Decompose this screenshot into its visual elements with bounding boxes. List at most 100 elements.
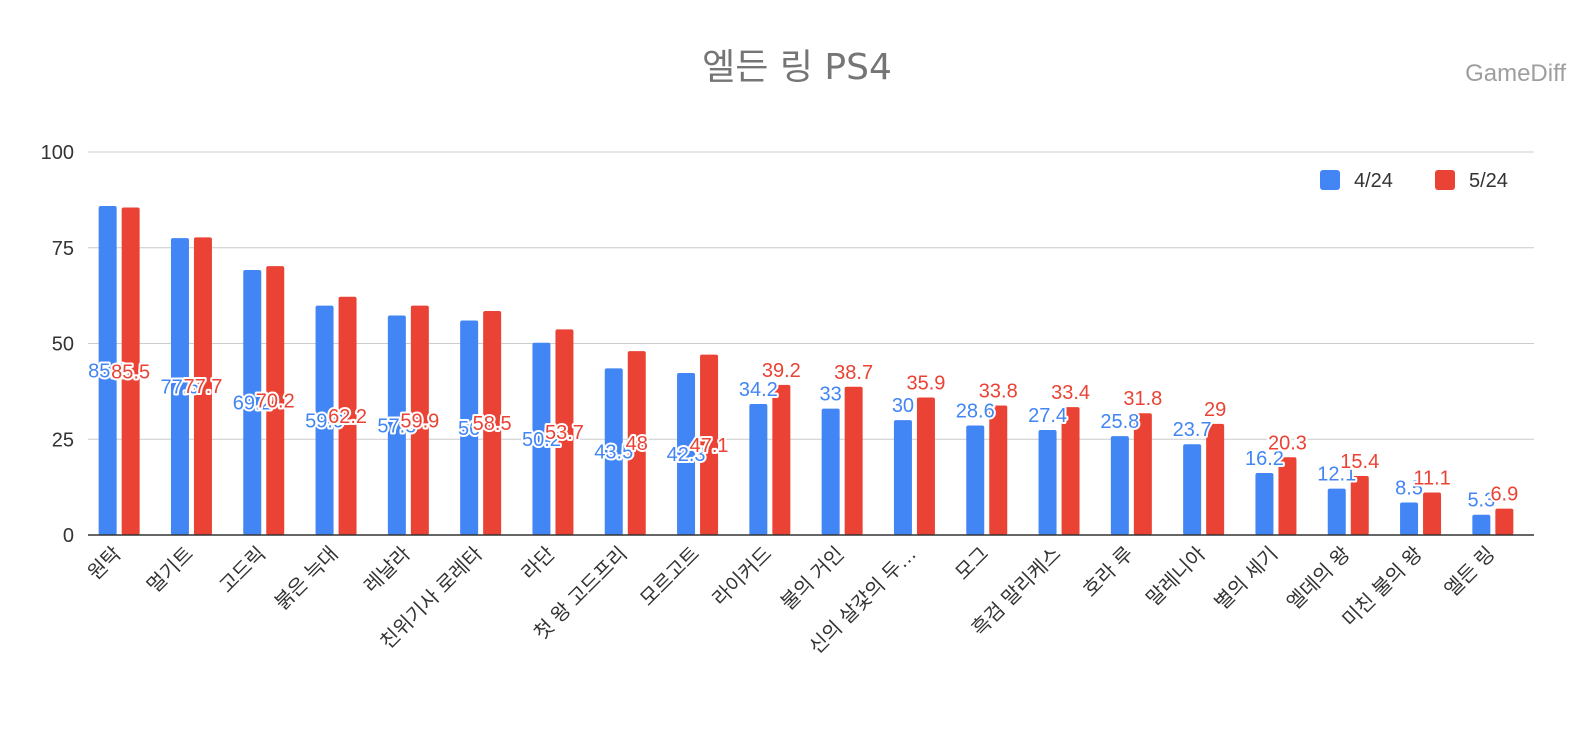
data-label: 6.9: [1490, 484, 1518, 506]
bar: [1133, 413, 1152, 535]
data-label: 70.2: [256, 391, 295, 413]
bar: [749, 404, 768, 535]
data-label: 31.8: [1123, 388, 1162, 410]
y-tick-label: 75: [52, 238, 74, 260]
data-label: 39.2: [762, 360, 801, 382]
bar: [1061, 407, 1080, 535]
data-label: 25.8: [1100, 411, 1139, 433]
data-label: 8.5: [1395, 477, 1423, 499]
bar: [916, 397, 935, 535]
bar: [844, 386, 863, 535]
bar: [893, 420, 912, 535]
data-label: 30: [892, 395, 914, 417]
legend-swatch: [1435, 170, 1455, 190]
bar: [483, 310, 502, 535]
data-label: 47.1: [690, 435, 729, 457]
bar: [1110, 436, 1129, 535]
x-tick-label: 원탁: [83, 542, 125, 584]
data-label: 42.3: [667, 444, 706, 466]
data-label: 50.2: [522, 429, 561, 451]
bar: [989, 405, 1008, 535]
bar: [387, 315, 406, 535]
data-label: 58.5: [473, 413, 512, 435]
data-label: 48: [626, 433, 648, 455]
data-label: 57.3: [377, 415, 416, 437]
bar: [966, 425, 985, 535]
x-tick-label: 고드릭: [215, 542, 270, 597]
bar: [266, 266, 285, 535]
data-label: 85.5: [111, 361, 150, 383]
data-label: 77.7: [183, 376, 222, 398]
x-tick-label: 라단: [517, 542, 559, 584]
bar: [315, 305, 334, 535]
legend-swatch: [1320, 170, 1340, 190]
data-label: 27.4: [1028, 405, 1067, 427]
bar: [243, 269, 262, 535]
y-tick-label: 25: [52, 429, 74, 451]
data-label: 29: [1204, 399, 1226, 421]
bar: [1495, 508, 1514, 535]
x-tick-label: 불의 거인: [776, 542, 848, 614]
data-label: 62.2: [328, 406, 367, 428]
data-label: 77.5: [160, 377, 199, 399]
x-tick-label: 엘든 링: [1440, 542, 1499, 601]
bar: [1206, 423, 1225, 535]
data-label: 16.2: [1245, 448, 1284, 470]
data-label: 53.7: [545, 422, 584, 444]
bar: [821, 408, 840, 535]
bar: [1472, 514, 1491, 535]
data-label: 28.6: [956, 400, 995, 422]
data-label: 12.1: [1317, 464, 1356, 486]
legend-label: 5/24: [1469, 170, 1508, 192]
data-label: 33.4: [1051, 382, 1090, 404]
bar: [1255, 472, 1274, 535]
y-tick-label: 100: [41, 142, 74, 164]
data-label: 69.2: [233, 392, 272, 414]
x-tick-label: 별의 세기: [1210, 542, 1282, 614]
y-tick-label: 0: [63, 525, 74, 547]
data-label: 5.3: [1467, 490, 1495, 512]
data-label: 23.7: [1173, 419, 1212, 441]
data-label: 11.1: [1413, 467, 1450, 489]
x-tick-label: 말레니아: [1142, 542, 1210, 610]
bar: [1350, 476, 1369, 535]
bar: [460, 320, 479, 535]
x-tick-label: 엘데의 왕: [1283, 542, 1355, 614]
x-tick-label: 붉은 늑대: [270, 542, 342, 614]
x-tick-label: 모그: [952, 543, 994, 585]
data-label: 33: [820, 384, 842, 406]
bar: [1327, 488, 1346, 535]
bar: [1423, 492, 1442, 535]
data-label: 34.2: [739, 379, 778, 401]
data-label: 15.4: [1340, 451, 1379, 473]
bar: [700, 354, 719, 535]
data-label: 20.3: [1268, 432, 1307, 454]
bar: [98, 206, 117, 536]
x-tick-label: 모르고트: [636, 543, 704, 611]
data-label: 35.9: [906, 373, 945, 395]
y-tick-label: 50: [52, 334, 74, 356]
bar: [555, 329, 574, 535]
data-label: 59.9: [400, 410, 439, 432]
data-label: 33.8: [979, 381, 1018, 403]
bar: [677, 372, 696, 535]
bar: [772, 384, 791, 535]
x-tick-label: 라이커드: [708, 542, 776, 610]
data-label: 85.9: [88, 361, 127, 383]
bar: [1183, 444, 1202, 535]
bar: [1038, 430, 1057, 535]
data-label: 43.5: [594, 442, 633, 464]
x-tick-label: 호라 루: [1079, 542, 1138, 601]
bar: [410, 305, 429, 535]
data-label: 38.7: [834, 362, 873, 384]
data-label: 56: [458, 418, 480, 440]
bar: [532, 342, 551, 535]
x-tick-label: 멀기트: [143, 542, 198, 597]
legend-label: 4/24: [1354, 170, 1393, 192]
bar: [627, 351, 646, 535]
bar: [1278, 457, 1297, 535]
bar: [338, 296, 357, 535]
bar: [121, 207, 140, 535]
